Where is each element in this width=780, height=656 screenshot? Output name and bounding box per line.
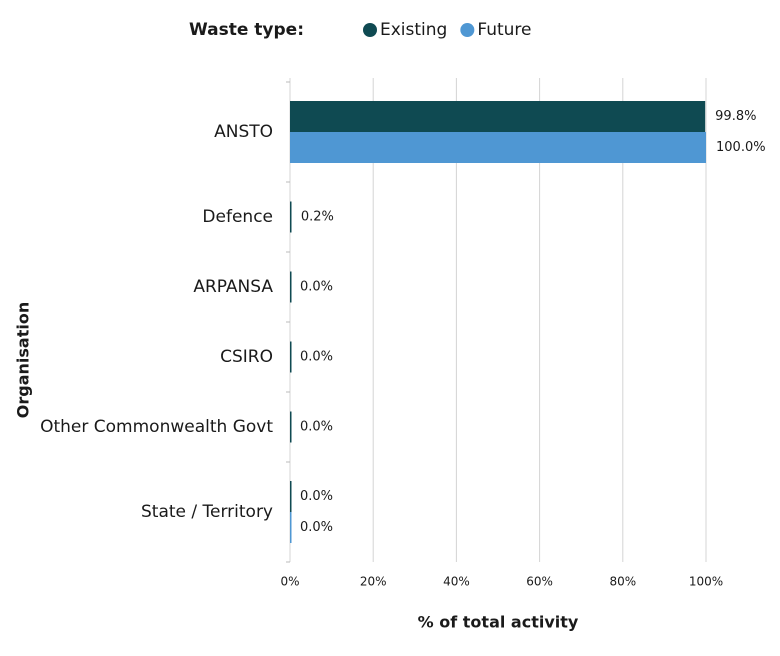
x-tick-label: 0% (280, 575, 299, 589)
x-tick-label: 100% (689, 575, 723, 589)
bar (290, 201, 292, 233)
y-tick-label: CSIRO (220, 347, 273, 367)
legend-label: Existing (380, 20, 447, 40)
bar (290, 101, 706, 132)
value-label: 100.0% (716, 140, 766, 155)
legend-swatch (460, 23, 475, 37)
bar (290, 512, 292, 543)
x-tick-label: 40% (443, 575, 470, 589)
x-tick-label: 20% (360, 575, 387, 589)
bar (290, 481, 292, 512)
y-tick-label: Defence (202, 207, 273, 227)
y-tick-label: ARPANSA (193, 277, 273, 297)
value-label: 99.8% (715, 109, 756, 124)
x-tick-label: 60% (526, 575, 553, 589)
x-axis-title: % of total activity (418, 613, 579, 632)
value-label: 0.0% (300, 280, 333, 295)
bar (290, 132, 706, 163)
value-label: 0.2% (301, 210, 334, 225)
legend-label: Future (477, 20, 531, 40)
y-tick-label: Other Commonwealth Govt (40, 417, 273, 437)
y-tick-label: State / Territory (141, 502, 273, 522)
y-axis-title: Organisation (14, 302, 33, 418)
legend-title: Waste type: (189, 20, 304, 40)
bar (290, 271, 292, 303)
y-tick-label: ANSTO (214, 122, 273, 142)
bar (290, 341, 292, 373)
x-tick-label: 80% (609, 575, 636, 589)
legend-swatch (363, 23, 377, 37)
value-label: 0.0% (300, 489, 333, 504)
bar (290, 411, 292, 443)
value-label: 0.0% (300, 520, 333, 535)
value-label: 0.0% (300, 420, 333, 435)
value-label: 0.0% (300, 350, 333, 365)
